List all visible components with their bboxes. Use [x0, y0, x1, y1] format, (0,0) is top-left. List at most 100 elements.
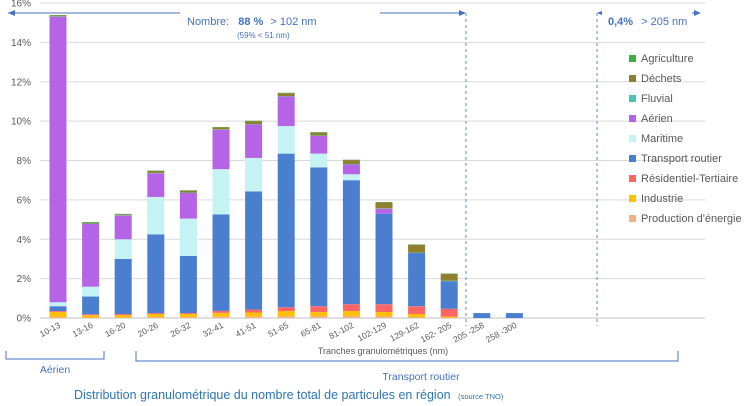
x-axis-ticks: 10-13 13-16 16-20 20-26 26-32 32-41 41-51 51-65…: [38, 320, 519, 345]
annotation-right: 0,4% > 205 nm: [597, 8, 701, 28]
y-tick-label: 16%: [11, 0, 31, 10]
x-tick-label: 205 -258: [451, 320, 486, 345]
bar-segment: [82, 314, 100, 316]
x-tick-label: 41-51: [234, 320, 258, 339]
bar-segment: [408, 314, 426, 318]
annotation-nombre-sub: (59% < 51 nm): [237, 31, 290, 40]
bar-segment: [342, 304, 360, 312]
bar-segment: [408, 306, 426, 315]
group-label-aerien: Aérien: [40, 364, 71, 376]
annotation-nombre-suffix: > 102 nm: [270, 16, 316, 28]
bar-segment: [277, 93, 295, 97]
x-tick-label: 102-129: [356, 320, 388, 344]
bar-segment: [147, 196, 165, 235]
y-axis-ticks: 0% 2% 4% 6% 8% 10% 12% 14% 16%: [11, 0, 31, 325]
bar-segment: [147, 313, 165, 315]
bar-segment: [179, 313, 197, 315]
bar-segment: [245, 309, 263, 313]
group-label-transport: Transport routier: [382, 371, 460, 383]
bar-segment: [212, 214, 230, 311]
x-tick-label: 32-41: [201, 320, 225, 339]
bar-segment: [342, 316, 360, 318]
annotation-arrowhead-left: [8, 10, 15, 16]
bar-segment: [342, 180, 360, 305]
annotation-arrowhead-right: [459, 10, 466, 16]
svg-text:0,4% > 205 nm: 0,4% > 205 nm: [608, 16, 687, 28]
bar-segment: [49, 306, 67, 312]
bar-segment: [212, 169, 230, 215]
bar-segment: [82, 286, 100, 297]
bar-segment: [82, 315, 100, 318]
legend-swatch: [629, 55, 636, 62]
bars-layer: [49, 15, 523, 319]
x-tick-label: 20-26: [136, 320, 160, 339]
bar-segment: [440, 316, 458, 318]
bar-segment: [114, 315, 132, 318]
bar-segment: [82, 222, 100, 224]
annotation-nombre-prefix: Nombre:: [187, 16, 229, 28]
legend-swatch: [629, 75, 636, 82]
legend-label: Fluvial: [641, 93, 673, 105]
bar-segment: [49, 311, 67, 313]
grid-layer: [40, 2, 705, 319]
legend-swatch: [629, 135, 636, 142]
y-tick-label: 4%: [17, 235, 32, 246]
legend-swatch: [629, 195, 636, 202]
bar-segment: [245, 316, 263, 318]
annotation-nombre: Nombre: 88 % > 102 nm (59% < 51 nm): [8, 8, 466, 40]
x-tick-label: 51-65: [266, 320, 290, 339]
bar-segment: [245, 124, 263, 158]
bar-segment: [375, 304, 393, 313]
bar-segment: [179, 317, 197, 318]
bar-segment: [114, 258, 132, 315]
bar-segment: [375, 316, 393, 318]
bar-segment: [473, 313, 491, 318]
bar-segment: [277, 96, 295, 127]
bar-segment: [310, 306, 328, 313]
bar-segment: [147, 170, 165, 173]
bar-segment: [147, 314, 165, 318]
bar-segment: [408, 317, 426, 318]
legend-swatch: [629, 215, 636, 222]
legend-swatch: [629, 115, 636, 122]
bar-segment: [440, 281, 458, 309]
x-axis-title: Tranches granulométriques (nm): [318, 346, 448, 356]
x-tick-label: 26-32: [168, 320, 192, 339]
bar-segment: [277, 153, 295, 308]
y-tick-label: 2%: [17, 274, 32, 285]
bar-segment: [179, 190, 197, 193]
bar-segment: [277, 126, 295, 154]
bar-segment: [408, 244, 426, 253]
bar-segment: [342, 164, 360, 175]
x-tick-label: 13-16: [71, 320, 95, 339]
legend-label: Résidentiel-Tertiaire: [641, 173, 738, 185]
legend-swatch: [629, 155, 636, 162]
bar-segment: [408, 253, 426, 307]
bar-segment: [245, 191, 263, 310]
bar-segment: [310, 132, 328, 136]
bar-segment: [342, 311, 360, 317]
bar-segment: [310, 153, 328, 168]
bar-segment: [310, 312, 328, 317]
bar-segment: [505, 313, 523, 318]
bar-segment: [49, 302, 67, 307]
bar-segment: [440, 308, 458, 317]
bar-segment: [114, 314, 132, 316]
bar-segment: [114, 214, 132, 216]
bar-segment: [310, 135, 328, 154]
y-tick-label: 10%: [11, 117, 31, 128]
legend-label: Déchets: [641, 73, 682, 85]
bar-segment: [179, 218, 197, 256]
bar-segment: [212, 310, 230, 313]
bar-segment: [277, 307, 295, 312]
y-tick-label: 6%: [17, 195, 32, 206]
chart-caption: Distribution granulométrique du nombre t…: [74, 388, 504, 402]
bar-segment: [310, 316, 328, 318]
bar-segment: [147, 234, 165, 314]
chart-caption-title: Distribution granulométrique du nombre t…: [74, 388, 451, 402]
bar-segment: [49, 317, 67, 318]
bar-segment: [310, 167, 328, 307]
annotation-right-suffix: > 205 nm: [641, 16, 687, 28]
legend-label: Agriculture: [641, 53, 694, 65]
